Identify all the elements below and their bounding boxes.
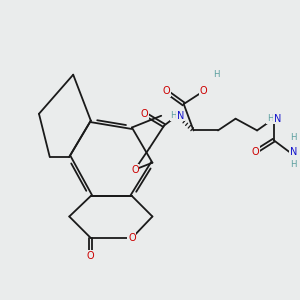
Text: O: O <box>128 233 136 243</box>
Text: N: N <box>274 114 281 124</box>
Text: H: H <box>290 160 297 169</box>
Text: H: H <box>213 70 219 79</box>
Text: N: N <box>177 111 184 121</box>
Text: O: O <box>131 165 139 175</box>
Text: O: O <box>87 250 94 261</box>
Text: O: O <box>251 147 259 157</box>
Text: O: O <box>141 109 148 119</box>
Text: H: H <box>170 111 177 120</box>
Text: H: H <box>267 114 273 123</box>
Text: O: O <box>162 86 170 96</box>
Text: O: O <box>200 86 207 96</box>
Text: N: N <box>290 147 298 157</box>
Text: H: H <box>290 133 297 142</box>
